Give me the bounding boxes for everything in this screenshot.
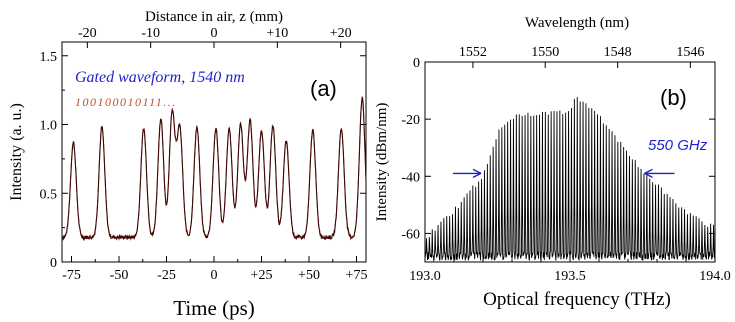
panel-b-spectrum (424, 97, 716, 263)
panel-a-top-tick-label: -10 (141, 26, 160, 41)
panel-b-y-tick-label: -40 (401, 170, 420, 185)
panel-a-top-tick-labels: -20 -10 0 +10 +20 (78, 26, 352, 41)
panel-b-y-tick-labels: 0 -20 -40 -60 (401, 56, 420, 242)
panel-b-x-axis-title: Optical frequency (THz) (483, 289, 671, 310)
panel-b-top-tick-label: 1550 (531, 45, 559, 60)
panel-a-y-tick-label: 1.0 (40, 119, 58, 134)
panel-a-y-tick-label: 1.5 (40, 50, 58, 65)
panel-b: 193.0 193.5 194.0 0-20-40-60 1552 1550 1548 1… (374, 15, 731, 310)
panel-a-y-tick-labels: 0 0.5 1.0 1.5 (40, 50, 58, 271)
panel-a-x-tick-label: +25 (251, 268, 273, 283)
panel-b-left-arrowhead (472, 168, 482, 179)
panel-a-y-axis-title: Intensity (a. u.) (8, 103, 25, 201)
panel-a-x-tick-label: +75 (346, 268, 368, 283)
panel-b-letter: (b) (660, 85, 687, 110)
panel-b-y-tick-label: 0 (413, 56, 420, 71)
panel-a-ticks (62, 42, 366, 263)
panel-a-x-axis-title: Time (ps) (173, 296, 255, 320)
panel-b-y-tick-label: -60 (401, 227, 420, 242)
panel-b-top-tick-label: 1552 (459, 45, 487, 60)
panel-a-x-tick-labels: -75 -50 -25 0 +25 +50 +75 (62, 268, 367, 283)
panel-a-x-tick-label: +50 (298, 268, 320, 283)
panel-a: -75 -50 -25 0 +25 +50 +75 0 0.5 1.0 1.5 -20 -10 0 +1… (8, 9, 367, 320)
panel-b-top-tick-label: 1546 (676, 45, 704, 60)
panel-a-top-tick-label: -20 (78, 26, 97, 41)
panel-b-y-axis-title: Intensity (dBm/nm) (374, 103, 390, 222)
panel-a-top-tick-label: 0 (211, 26, 218, 41)
panel-a-annotation-title: Gated waveform, 1540 nm (75, 69, 245, 86)
panel-a-top-axis-title: Distance in air, z (mm) (145, 9, 283, 25)
panel-b-top-axis-title: Wavelength (nm) (525, 15, 629, 31)
panel-b-y-tick-label: -20 (401, 113, 420, 128)
panel-b-right-arrowhead (644, 168, 653, 179)
panel-a-y-tick-label: 0 (50, 256, 57, 271)
panel-b-x-tick-labels: 193.0 193.5 194.0 (409, 269, 731, 284)
panel-b-bandwidth-label: 550 GHz (648, 137, 708, 154)
panel-a-top-tick-label: +20 (330, 26, 352, 41)
panel-a-x-tick-label: -25 (157, 268, 176, 283)
panel-a-x-tick-label: 0 (211, 268, 218, 283)
panel-a-annotation-bits: 100100010111... (75, 95, 177, 109)
panel-a-x-tick-label: -50 (110, 268, 129, 283)
panel-a-trace (61, 96, 367, 242)
panel-b-bandwidth-arrows (453, 168, 675, 179)
panel-a-x-tick-label: -75 (62, 268, 81, 283)
panel-b-top-tick-labels: 1552 1550 1548 1546 (459, 45, 704, 60)
panel-b-x-tick-label: 194.0 (699, 269, 731, 284)
panel-b-x-tick-label: 193.0 (409, 269, 441, 284)
panel-b-top-tick-label: 1548 (604, 45, 632, 60)
panel-a-y-tick-label: 0.5 (40, 187, 58, 202)
panel-b-x-tick-label: 193.5 (554, 269, 586, 284)
panel-a-letter: (a) (310, 76, 337, 101)
panel-a-top-tick-label: +10 (266, 26, 288, 41)
